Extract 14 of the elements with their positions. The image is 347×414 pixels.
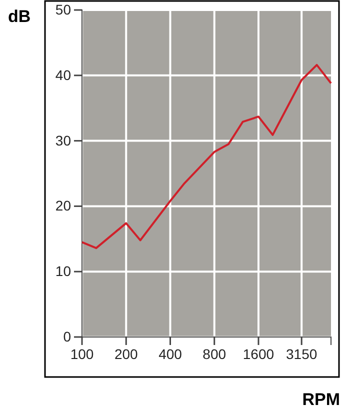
x-tick-label: 100 (70, 346, 94, 362)
x-axis-title: RPM (302, 390, 340, 409)
y-tick-label: 50 (55, 1, 72, 18)
y-tick-label: 40 (55, 66, 72, 83)
y-tick-label: 30 (55, 132, 72, 148)
y-tick-label: 10 (55, 263, 72, 280)
y-axis-title: dB (8, 7, 31, 26)
x-tick-label: 3150 (286, 346, 318, 362)
y-tick-label: 20 (55, 198, 72, 214)
x-tick-label: 400 (158, 346, 182, 362)
x-tick-label: 1600 (242, 346, 274, 362)
x-tick-label: 200 (114, 346, 138, 362)
y-tick-label: 0 (63, 328, 72, 344)
x-tick-label: 800 (202, 346, 226, 362)
